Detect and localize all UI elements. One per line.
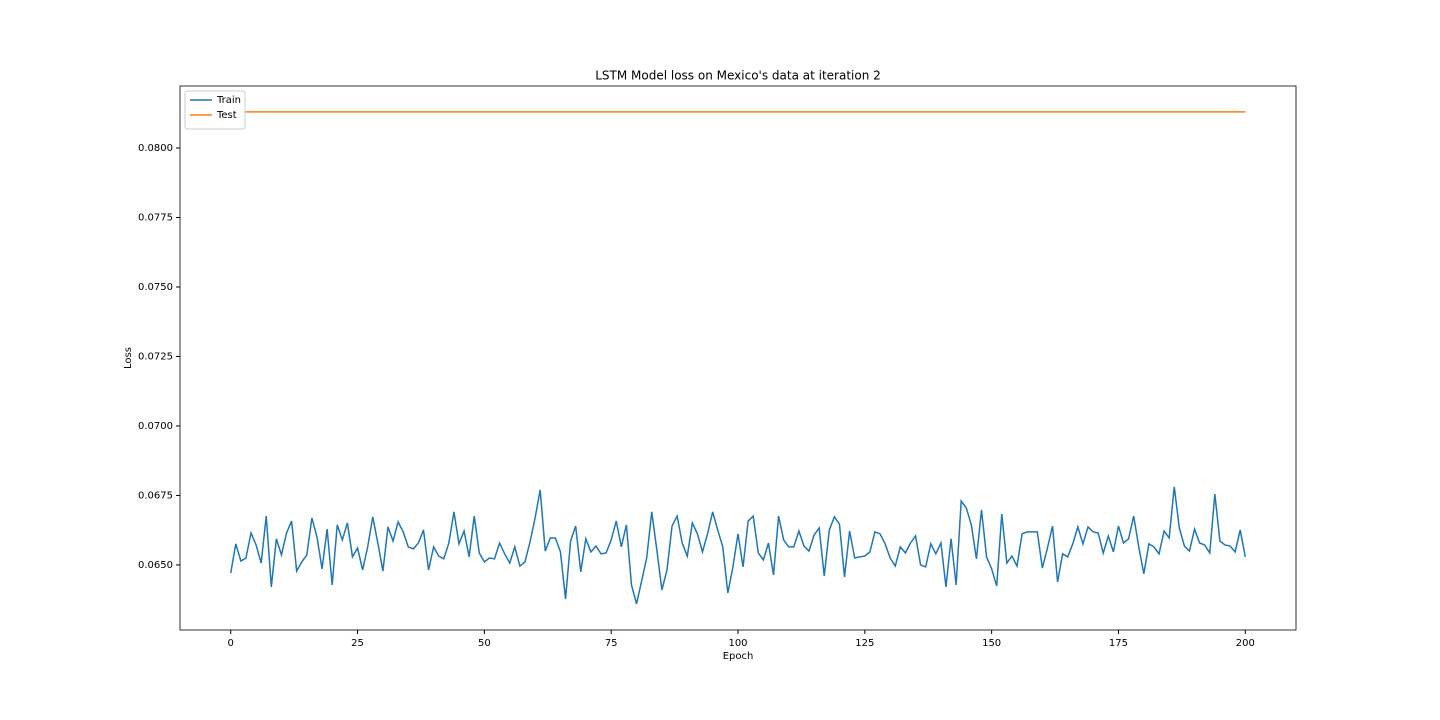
- y-tick-label: 0.0700: [138, 421, 173, 432]
- y-tick-label: 0.0650: [138, 560, 173, 571]
- legend-label: Train: [216, 95, 241, 106]
- y-tick-label: 0.0675: [138, 490, 173, 501]
- line-series: [229, 486, 1247, 605]
- x-tick-label: 25: [351, 638, 364, 649]
- x-tick-label: 200: [1236, 638, 1255, 649]
- x-tick-label: 75: [605, 638, 618, 649]
- y-axis-label: Loss: [123, 347, 134, 369]
- chart-title: LSTM Model loss on Mexico's data at iter…: [595, 69, 881, 83]
- x-tick-label: 175: [1109, 638, 1128, 649]
- x-tick-label: 50: [478, 638, 491, 649]
- y-tick-label: 0.0750: [138, 282, 173, 293]
- x-tick-label: 0: [228, 638, 234, 649]
- y-tick-label: 0.0800: [138, 143, 173, 154]
- x-tick-label: 150: [982, 638, 1001, 649]
- x-axis-label: Epoch: [723, 651, 754, 662]
- plot-frame: [179, 85, 1297, 631]
- x-tick-label: 125: [855, 638, 874, 649]
- y-tick-label: 0.0775: [138, 212, 173, 223]
- x-tick-label: 100: [728, 638, 747, 649]
- legend-label: Test: [216, 110, 237, 121]
- y-tick-label: 0.0725: [138, 351, 173, 362]
